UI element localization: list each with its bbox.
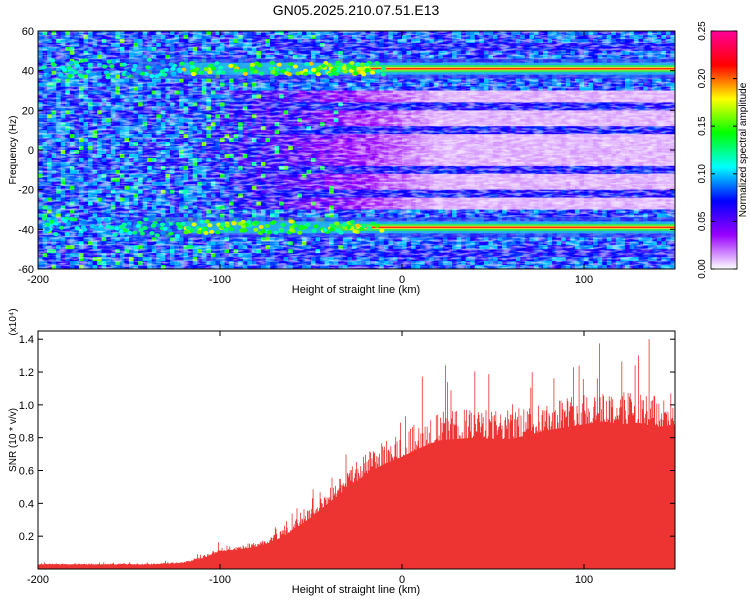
colorbar-tick-label: 0.20: [697, 68, 708, 88]
spectral-line-upper: [41, 58, 675, 80]
colorbar-tick-label: 0.10: [697, 164, 708, 184]
heatmap-x-tick-label: -100: [209, 274, 231, 286]
snr-x-tick-label: -100: [209, 574, 231, 586]
snr-x-tick-label: 100: [575, 574, 593, 586]
heatmap-y-tick-label: -40: [18, 224, 34, 236]
snr-y-tick-label: 0.6: [19, 466, 34, 478]
heatmap-x-tick-label: 100: [575, 274, 593, 286]
figure-title: GN05.2025.210.07.51.E13: [273, 2, 440, 18]
heatmap-y-tick-label: 0: [28, 145, 34, 157]
heatmap-y-tick-label: 40: [22, 66, 34, 78]
heatmap-y-tick-label: 60: [22, 26, 34, 38]
heatmap-panel: [38, 31, 676, 270]
snr-y-tick-label: 1.0: [19, 400, 34, 412]
snr-y-tick-label: 0.4: [19, 498, 34, 510]
heatmap-y-tick-label: -60: [18, 264, 34, 276]
snr-x-tick-label: -200: [27, 574, 49, 586]
snr-y-tick-label: 1.2: [19, 367, 34, 379]
snr-panel: [38, 339, 675, 569]
colorbar-tick-label: 0.25: [697, 21, 708, 41]
colorbar-tick-label: 0.15: [697, 116, 708, 136]
snr-y-axis-label: SNR (10 * v/v): [8, 408, 19, 472]
colorbar: [711, 31, 737, 269]
heatmap-y-tick-label: -20: [18, 185, 34, 197]
spectral-line-lower: [42, 217, 675, 238]
heatmap-y-tick-label: 20: [22, 105, 34, 117]
snr-y-tick-label: 0.2: [19, 531, 34, 543]
heatmap-y-axis-label: Frequency (Hz): [8, 116, 19, 185]
colorbar-label: Normalized spectral amplitude: [738, 82, 749, 217]
snr-y-tick-label: 0.8: [19, 433, 34, 445]
snr-spikes: [38, 339, 674, 569]
colorbar-tick-label: 0.05: [697, 211, 708, 231]
snr-y-tick-label: 1.4: [19, 334, 34, 346]
heatmap-x-axis-label: Height of straight line (km): [292, 284, 420, 296]
snr-y-multiplier: (x10⁴): [8, 308, 19, 335]
colorbar-tick-label: 0.00: [697, 259, 708, 279]
snr-x-axis-label: Height of straight line (km): [292, 584, 420, 596]
